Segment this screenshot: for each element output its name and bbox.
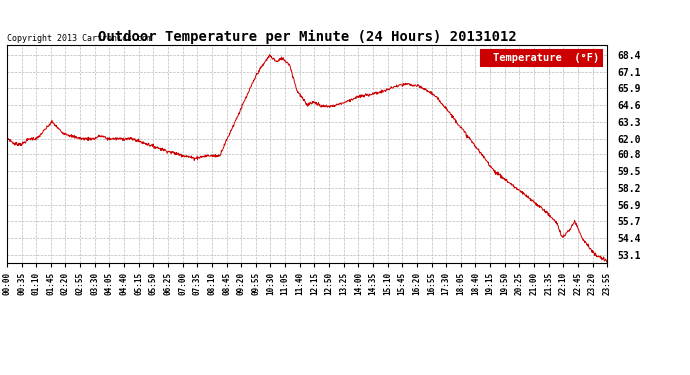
Title: Outdoor Temperature per Minute (24 Hours) 20131012: Outdoor Temperature per Minute (24 Hours… [98,30,516,44]
Legend: Temperature  (°F): Temperature (°F) [481,50,602,66]
Text: Copyright 2013 Cartronics.com: Copyright 2013 Cartronics.com [7,34,152,43]
